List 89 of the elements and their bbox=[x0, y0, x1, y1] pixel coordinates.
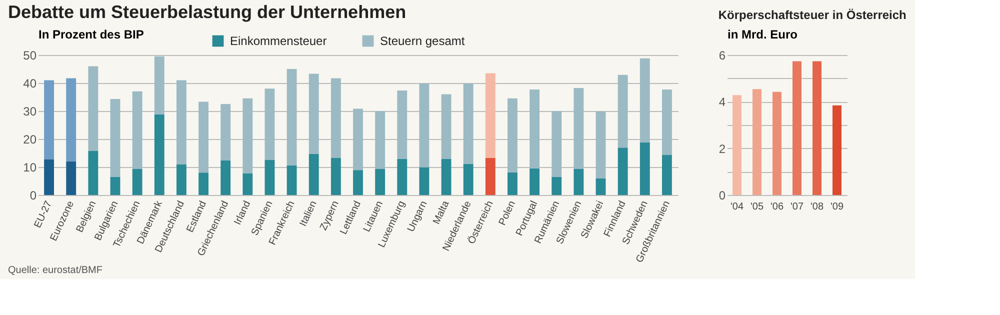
y-tick-label: 2 bbox=[718, 142, 726, 156]
bar bbox=[88, 151, 98, 195]
bar bbox=[832, 105, 842, 195]
bar bbox=[353, 108, 363, 170]
bar bbox=[353, 170, 363, 195]
x-tick-label: Irland bbox=[232, 199, 254, 227]
y-tick-label: 0 bbox=[718, 188, 726, 202]
bar bbox=[220, 160, 231, 195]
bar bbox=[264, 88, 275, 160]
bar bbox=[397, 90, 408, 159]
bar bbox=[419, 167, 430, 195]
bar bbox=[375, 111, 386, 169]
bar bbox=[552, 176, 562, 195]
bar bbox=[752, 89, 762, 195]
bar bbox=[242, 173, 253, 195]
bar bbox=[574, 88, 584, 169]
y-tick-label: 6 bbox=[718, 48, 726, 62]
bar bbox=[132, 91, 142, 169]
y-axis-title: In Prozent des BIP bbox=[38, 28, 144, 42]
bar bbox=[640, 58, 650, 142]
bar bbox=[198, 172, 208, 195]
bar bbox=[618, 148, 628, 195]
bar bbox=[286, 165, 297, 195]
bar bbox=[792, 61, 802, 195]
y-tick-label: 30 bbox=[23, 104, 37, 118]
bar bbox=[463, 164, 474, 195]
bar bbox=[552, 111, 562, 177]
x-tick-label: Polen bbox=[497, 199, 518, 228]
bar bbox=[574, 168, 584, 195]
legend-label: Einkommensteuer bbox=[230, 34, 327, 48]
bar bbox=[772, 92, 782, 195]
bar bbox=[154, 56, 164, 114]
bar bbox=[375, 168, 386, 195]
y-axis-title: in Mrd. Euro bbox=[728, 28, 798, 42]
bar bbox=[110, 176, 120, 195]
bar bbox=[66, 78, 76, 162]
y-tick-label: 40 bbox=[23, 76, 37, 90]
bar bbox=[441, 94, 452, 159]
bar bbox=[264, 160, 275, 195]
bar bbox=[88, 66, 98, 152]
bar bbox=[308, 74, 319, 154]
bar bbox=[596, 112, 606, 178]
bar bbox=[463, 84, 474, 164]
bar bbox=[618, 74, 628, 148]
bar bbox=[640, 142, 650, 195]
bar bbox=[596, 178, 606, 195]
bar bbox=[508, 98, 518, 172]
bar bbox=[812, 61, 822, 195]
bar bbox=[330, 78, 341, 158]
bar bbox=[220, 104, 231, 161]
bar bbox=[330, 158, 341, 195]
bar bbox=[530, 168, 540, 195]
y-tick-label: 50 bbox=[23, 48, 37, 62]
bar bbox=[176, 80, 186, 164]
bar bbox=[308, 154, 319, 195]
bar bbox=[132, 168, 142, 195]
x-tick-label: '04 bbox=[730, 202, 744, 212]
bar bbox=[397, 158, 408, 195]
bar bbox=[662, 154, 672, 195]
bar bbox=[732, 95, 742, 195]
x-tick-label: '07 bbox=[790, 202, 804, 212]
y-tick-label: 20 bbox=[23, 132, 37, 146]
x-tick-label: '08 bbox=[810, 202, 824, 212]
x-tick-label: '09 bbox=[830, 202, 844, 212]
bar bbox=[419, 84, 430, 168]
y-tick-label: 10 bbox=[23, 160, 37, 174]
bar bbox=[242, 98, 253, 174]
bar bbox=[530, 89, 540, 168]
bar bbox=[66, 161, 76, 195]
bar bbox=[110, 98, 120, 177]
bar bbox=[508, 172, 518, 195]
bar bbox=[485, 73, 496, 158]
bar bbox=[154, 114, 164, 195]
bar bbox=[286, 69, 297, 166]
source-note: Quelle: eurostat/BMF bbox=[8, 265, 102, 276]
x-tick-label: '05 bbox=[750, 202, 764, 212]
y-tick-label: 4 bbox=[718, 95, 726, 110]
bar bbox=[485, 158, 496, 195]
bar bbox=[441, 158, 452, 195]
chart-title: Debatte um Steuerbelastung der Unternehmen bbox=[8, 2, 406, 22]
legend-label: Steuern gesamt bbox=[380, 34, 466, 48]
bar bbox=[662, 89, 672, 155]
bar bbox=[44, 80, 54, 160]
bar bbox=[198, 102, 208, 173]
chart-title: Körperschaftsteuer in Österreich bbox=[718, 8, 906, 22]
x-tick-label: Italien bbox=[298, 199, 320, 228]
x-tick-label: '06 bbox=[770, 202, 784, 212]
bar bbox=[44, 159, 54, 195]
bar bbox=[176, 164, 186, 195]
